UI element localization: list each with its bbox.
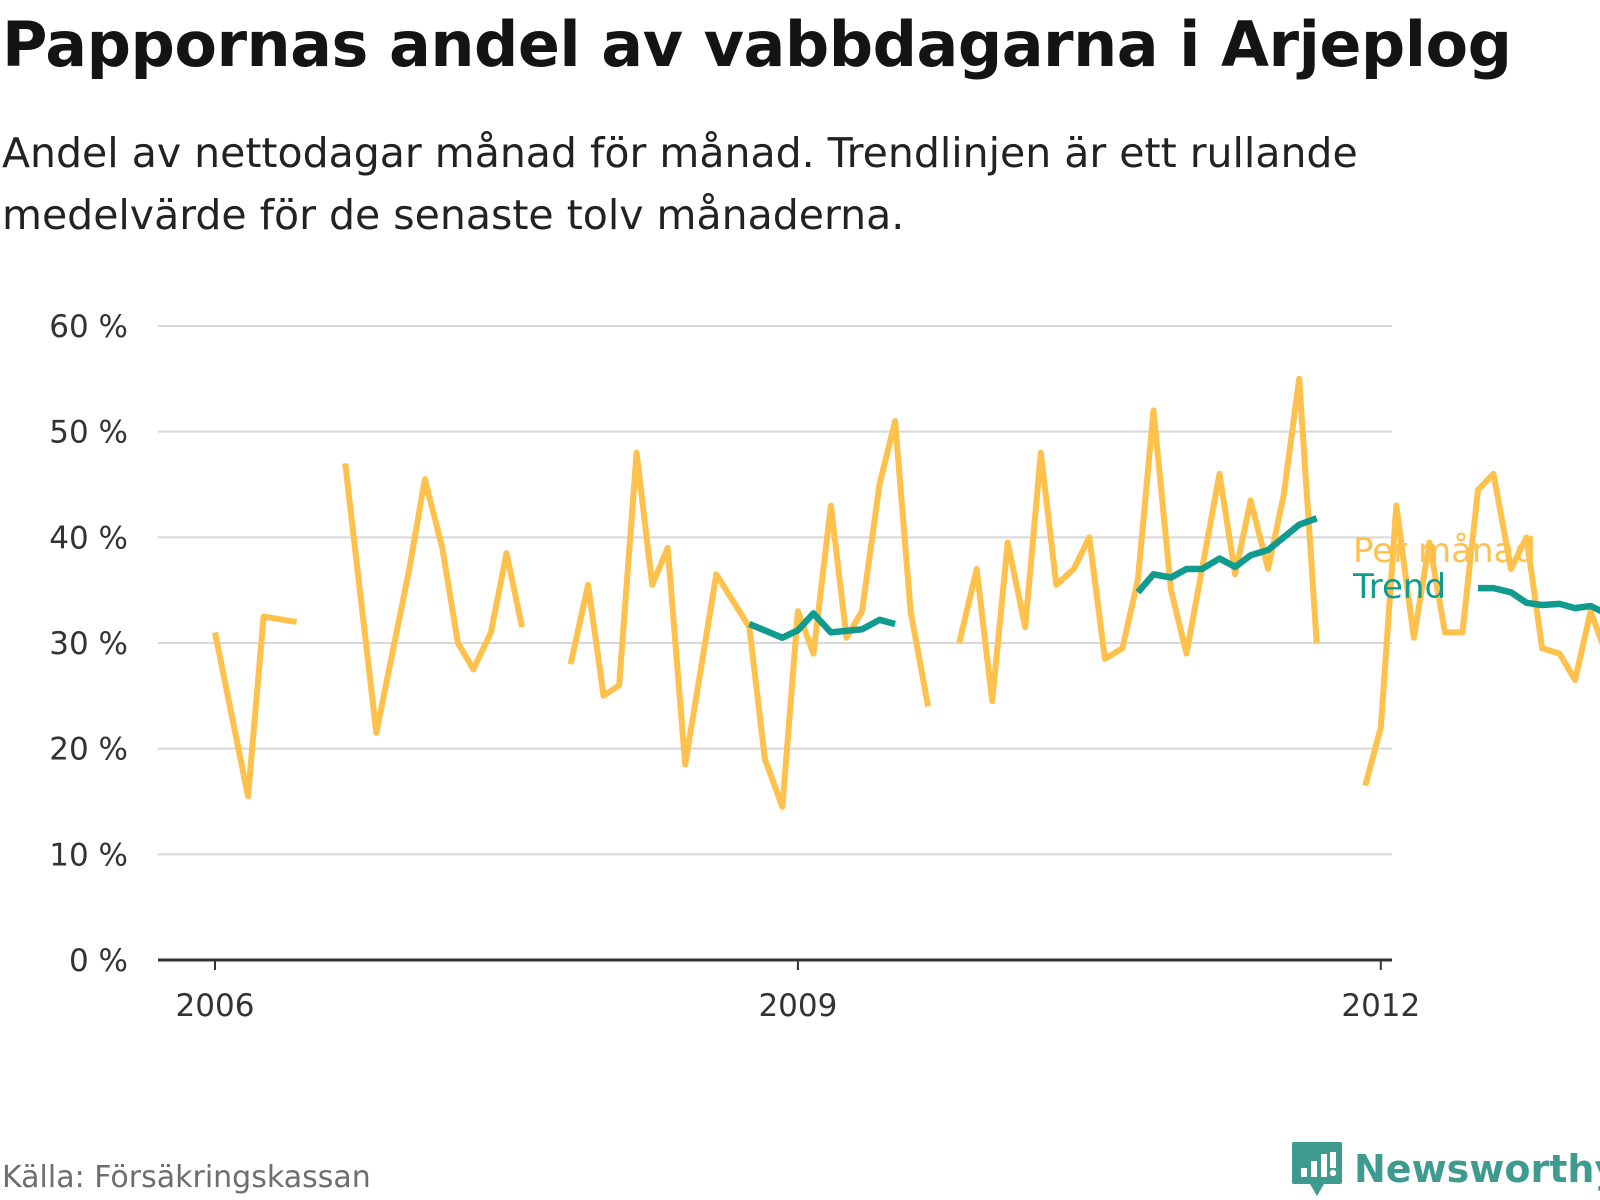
- series-label: Trend: [1352, 567, 1446, 607]
- series-line-segment: [748, 610, 896, 641]
- series-line-segment: [342, 463, 525, 736]
- y-tick-label: 40 %: [49, 520, 128, 556]
- y-tick-label: 0 %: [69, 943, 128, 979]
- y-tick-label: 20 %: [49, 732, 128, 768]
- brand-name: Newsworthy: [1354, 1147, 1600, 1191]
- series-line-segment: [212, 613, 298, 800]
- y-tick-label: 50 %: [49, 415, 128, 451]
- newsworthy-logo-icon: [1292, 1142, 1342, 1196]
- y-tick-label: 30 %: [49, 626, 128, 662]
- series-per-manad: [212, 375, 1600, 810]
- y-tick-label: 10 %: [49, 837, 128, 873]
- y-axis-tick-labels: 0 % 10 % 20 % 30 % 40 % 50 % 60 %: [49, 309, 128, 979]
- x-tick-label: 2012: [1341, 988, 1420, 1024]
- series-label: Per månad: [1353, 531, 1536, 571]
- line-chart: 0 % 10 % 20 % 30 % 40 % 50 % 60 % 2006 2009 2012…: [49, 309, 1600, 1024]
- x-axis: 2006200920122015201820212023: [158, 958, 1420, 1024]
- brand-logo: Newsworthy: [1290, 1140, 1600, 1198]
- series-lines: [212, 375, 1600, 810]
- y-tick-label: 60 %: [49, 309, 128, 345]
- source-note: Källa: Försäkringskassan: [2, 1160, 371, 1195]
- series-trend: [748, 515, 1600, 641]
- series-line-segment: [567, 418, 932, 810]
- x-tick-label: 2009: [758, 988, 837, 1024]
- series-line-segment: [956, 375, 1320, 705]
- series-line-segment: [1362, 470, 1600, 787]
- x-tick-label: 2006: [176, 988, 255, 1024]
- chart-subtitle: Andel av nettodagar månad för månad. Tre…: [2, 129, 1358, 239]
- chart-title: Pappornas andel av vabbdagarna i Arjeplo…: [2, 8, 1512, 81]
- series-line-segment: [1135, 515, 1318, 595]
- grid-lines: [158, 325, 1392, 856]
